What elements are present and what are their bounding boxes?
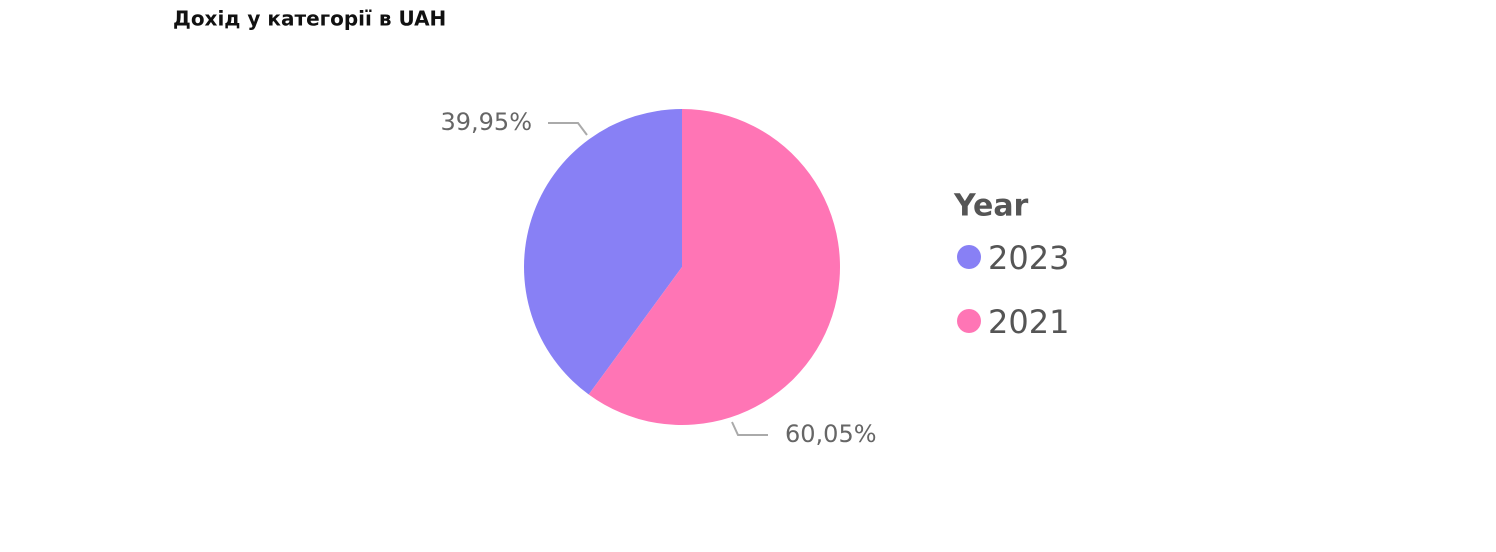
leader-line: [548, 122, 588, 136]
value-label: 39,95%: [440, 108, 532, 136]
chart-title: Дохід у категорії в UAH: [173, 7, 446, 31]
legend-title: Year: [953, 189, 1029, 224]
legend-label: 2023: [988, 239, 1069, 277]
legend-marker: [957, 245, 981, 269]
pie-slice: [524, 109, 682, 395]
legend-marker: [957, 309, 981, 333]
pie-slice: [588, 109, 841, 425]
legend-label: 2021: [988, 303, 1069, 341]
leader-line: [731, 421, 768, 436]
value-label: 60,05%: [785, 420, 877, 448]
